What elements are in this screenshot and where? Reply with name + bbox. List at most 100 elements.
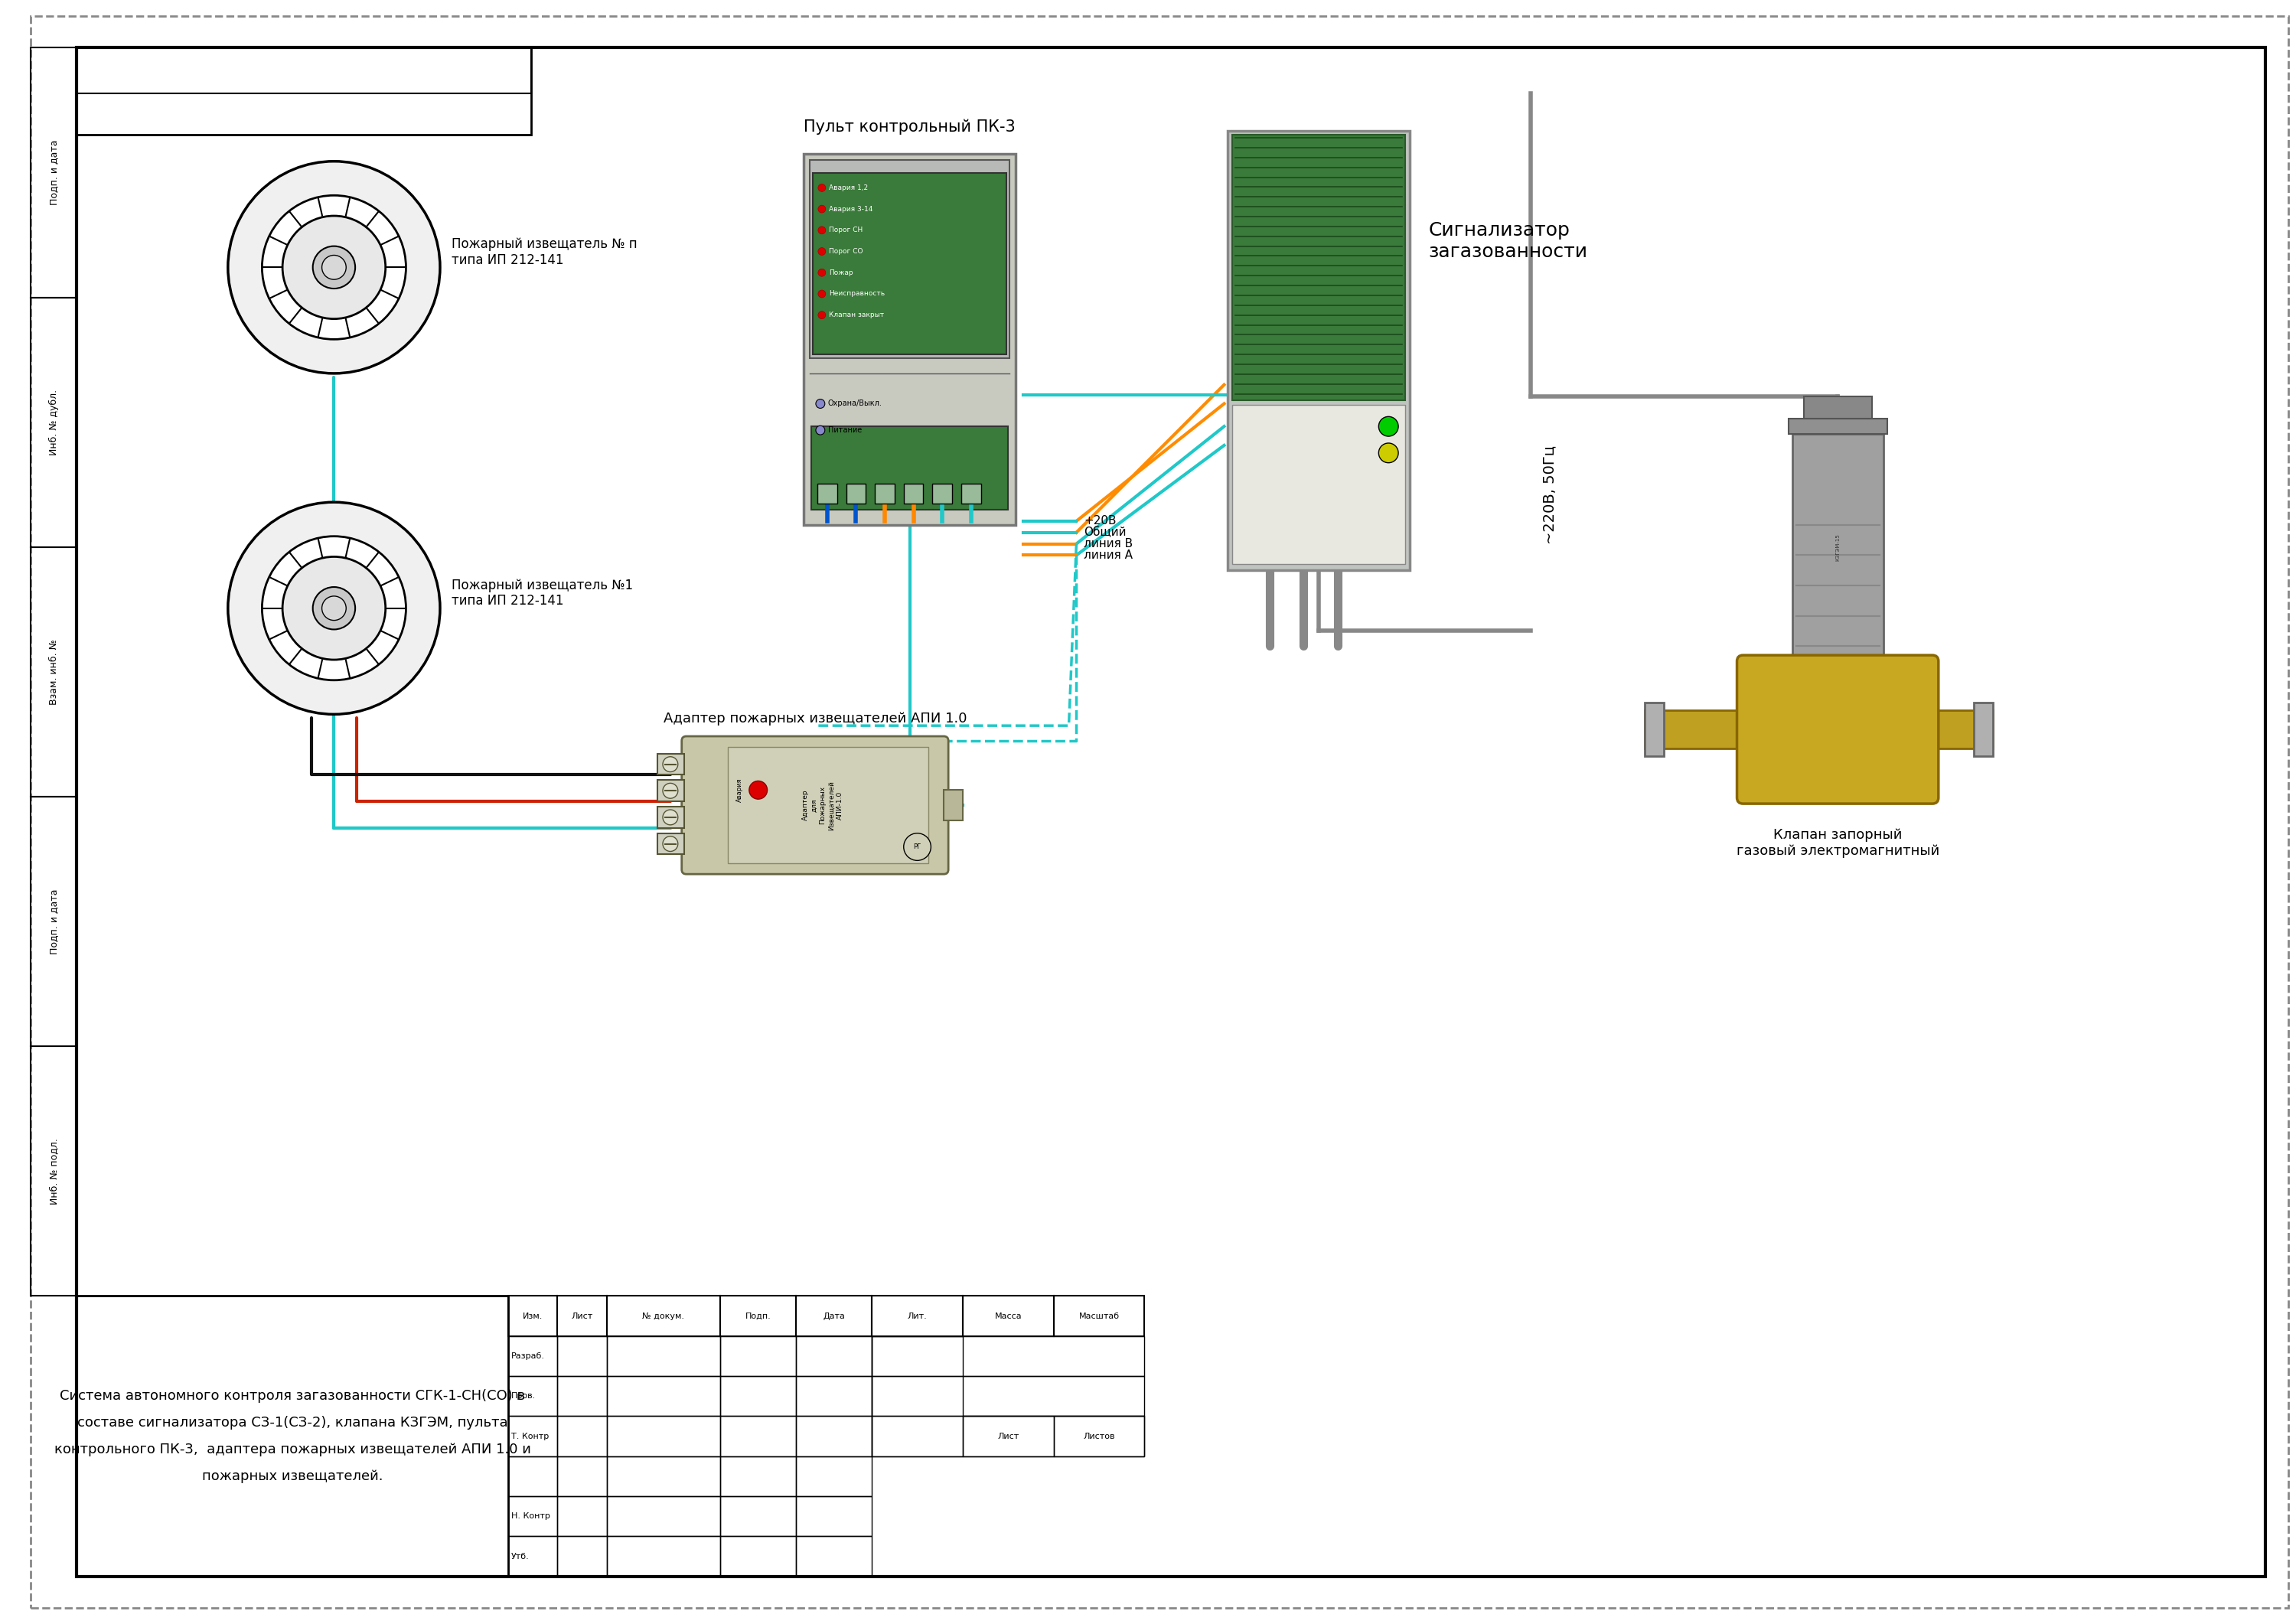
Bar — [872, 1337, 962, 1457]
Bar — [558, 1416, 606, 1457]
Text: Порог СН: Порог СН — [829, 227, 863, 234]
Circle shape — [817, 226, 827, 234]
Bar — [797, 1457, 872, 1496]
Bar — [721, 1376, 797, 1416]
Text: Авария: Авария — [737, 778, 744, 802]
Bar — [507, 1536, 558, 1577]
Text: Неисправность: Неисправность — [829, 291, 884, 297]
Bar — [606, 1337, 721, 1376]
Text: Адаптер пожарных извещателей АПИ 1.0: Адаптер пожарных извещателей АПИ 1.0 — [664, 711, 967, 726]
Text: Порог СО: Порог СО — [829, 248, 863, 255]
Bar — [1975, 703, 1993, 755]
Text: Общий: Общий — [1084, 526, 1127, 538]
Text: Лист: Лист — [996, 1432, 1019, 1440]
Text: КЗГЭМ-15: КЗГЭМ-15 — [1835, 534, 1839, 562]
Circle shape — [321, 596, 347, 620]
Circle shape — [817, 312, 827, 318]
Text: Изм.: Изм. — [523, 1312, 542, 1320]
Bar — [721, 1296, 797, 1337]
Bar — [872, 1296, 962, 1337]
Circle shape — [817, 291, 827, 297]
Bar — [657, 833, 684, 854]
Circle shape — [817, 247, 827, 255]
Bar — [847, 484, 866, 503]
FancyBboxPatch shape — [682, 736, 948, 874]
Bar — [558, 1536, 606, 1577]
Bar — [558, 1296, 606, 1337]
Bar — [1793, 434, 1883, 661]
Bar — [875, 484, 895, 503]
Bar — [721, 1457, 797, 1496]
Bar — [507, 1296, 558, 1337]
Bar — [797, 1376, 872, 1416]
Circle shape — [664, 810, 677, 825]
Bar — [872, 1416, 1143, 1457]
Bar — [1933, 710, 1993, 749]
Bar — [558, 1376, 606, 1416]
Text: Охрана/Выкл.: Охрана/Выкл. — [829, 400, 882, 408]
Text: Н. Контр: Н. Контр — [512, 1512, 551, 1520]
Text: Подп.: Подп. — [746, 1312, 771, 1320]
Circle shape — [321, 255, 347, 279]
Text: Пульт контрольный ПК-3: Пульт контрольный ПК-3 — [804, 119, 1015, 135]
Circle shape — [312, 586, 356, 630]
Bar — [1233, 135, 1405, 400]
Bar — [507, 1337, 558, 1376]
Circle shape — [664, 757, 677, 771]
Text: Взам. инб. №: Взам. инб. № — [48, 640, 60, 705]
Bar — [1054, 1416, 1143, 1457]
Text: линия В: линия В — [1084, 538, 1132, 549]
Text: Т. Контр: Т. Контр — [512, 1432, 549, 1440]
Bar — [944, 789, 962, 820]
Bar — [76, 1296, 507, 1577]
Bar — [797, 1536, 872, 1577]
Text: Разраб.: Разраб. — [512, 1353, 544, 1359]
Bar — [507, 1376, 558, 1416]
Bar — [507, 1416, 558, 1457]
Bar — [721, 1536, 797, 1577]
Bar — [1054, 1296, 1143, 1337]
Bar — [30, 1046, 76, 1296]
Bar — [721, 1496, 797, 1536]
Bar — [606, 1416, 721, 1457]
Circle shape — [227, 161, 441, 374]
Circle shape — [262, 195, 406, 339]
Bar — [797, 1296, 872, 1337]
Text: Лист: Лист — [572, 1312, 592, 1320]
Text: Пожар: Пожар — [829, 270, 852, 276]
Bar — [1805, 396, 1871, 419]
Circle shape — [748, 781, 767, 799]
Circle shape — [282, 557, 386, 659]
Text: Масса: Масса — [994, 1312, 1022, 1320]
Text: Лит.: Лит. — [907, 1312, 928, 1320]
Bar — [872, 1376, 1143, 1416]
Bar — [558, 1496, 606, 1536]
Text: Подп. и дата: Подп. и дата — [48, 888, 60, 955]
Bar — [558, 1337, 606, 1376]
Bar — [30, 547, 76, 797]
Text: +20В: +20В — [1084, 515, 1116, 526]
Circle shape — [815, 425, 824, 435]
Circle shape — [282, 216, 386, 318]
Bar — [606, 1296, 721, 1337]
Bar — [721, 1416, 797, 1457]
Bar — [30, 797, 76, 1046]
Text: Масштаб: Масштаб — [1079, 1312, 1120, 1320]
Bar — [507, 1457, 558, 1496]
Bar — [606, 1457, 721, 1496]
Bar — [797, 1337, 872, 1376]
Text: Пров.: Пров. — [512, 1392, 535, 1400]
Bar — [810, 427, 1008, 510]
Bar — [1644, 703, 1665, 755]
Circle shape — [1378, 443, 1398, 463]
Text: Инб. № дубл.: Инб. № дубл. — [48, 390, 60, 455]
Text: Пожарный извещатель №1
типа ИП 212-141: Пожарный извещатель №1 типа ИП 212-141 — [452, 578, 634, 607]
Circle shape — [815, 400, 824, 408]
Circle shape — [817, 205, 827, 213]
Bar — [657, 754, 684, 775]
FancyBboxPatch shape — [1738, 654, 1938, 804]
Text: Листов: Листов — [1084, 1432, 1116, 1440]
Circle shape — [312, 247, 356, 289]
Circle shape — [817, 184, 827, 192]
Bar — [30, 297, 76, 547]
